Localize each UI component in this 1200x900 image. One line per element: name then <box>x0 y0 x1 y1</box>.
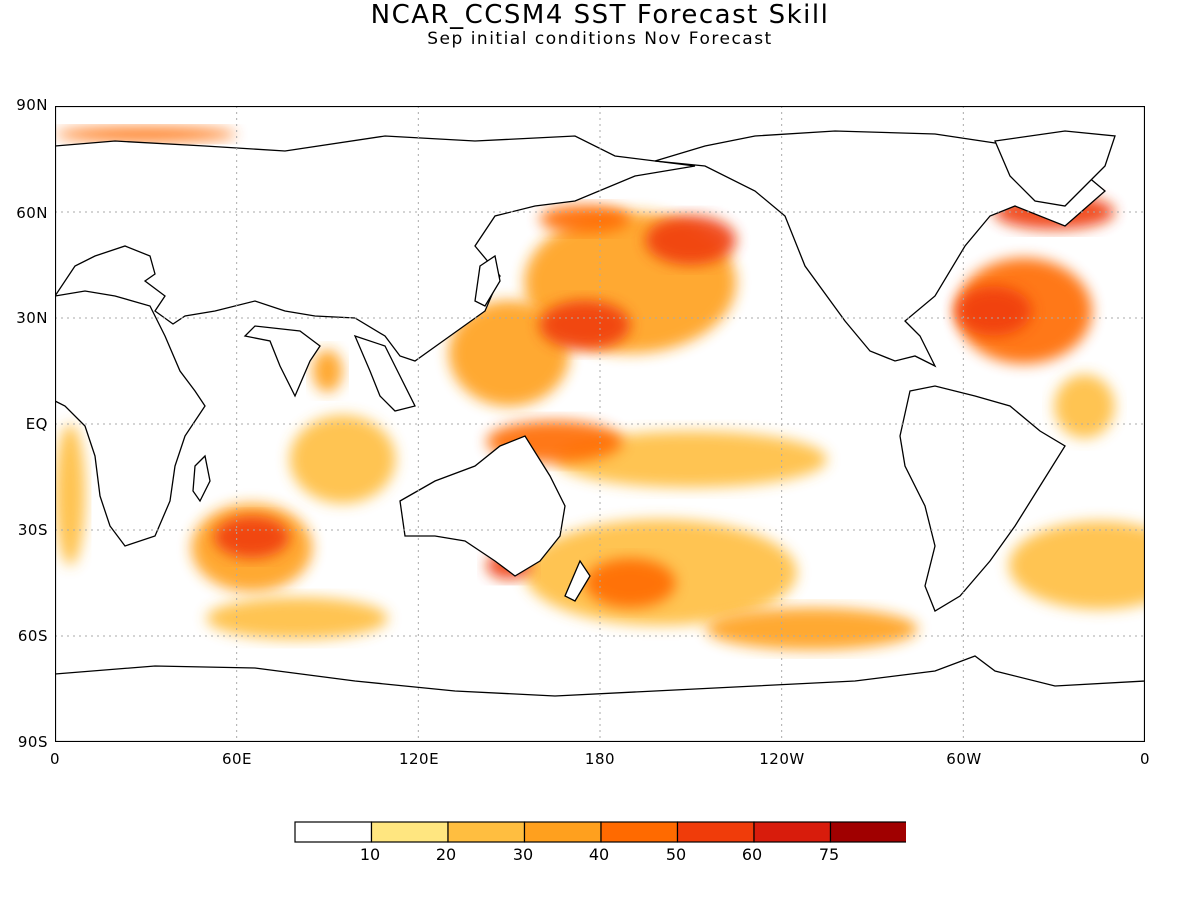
skill-region-gulf-alaska <box>645 215 737 265</box>
skill-region-north-pacific-core <box>539 300 631 350</box>
lon-label-0-right: 0 <box>1139 750 1151 768</box>
skill-region-west-pacific <box>448 300 570 407</box>
skill-region-north-atlantic-core <box>955 286 1032 336</box>
skill-region-bay-bengal <box>312 349 343 393</box>
sst-skill-map <box>55 106 1145 742</box>
map-title: NCAR_CCSM4 SST Forecast Skill <box>370 0 830 30</box>
skill-region-southern-ocean-indian <box>206 597 389 640</box>
skill-region-central-pacific-band <box>554 431 828 488</box>
lat-label-30s: 30S <box>17 521 48 539</box>
skill-region-indian-east <box>289 415 396 504</box>
africa-coastline <box>55 290 206 547</box>
antarctica-coastline <box>55 655 1145 742</box>
color-legend <box>294 821 906 843</box>
lon-label-60e: 60E <box>221 750 253 768</box>
legend-swatch <box>294 821 373 843</box>
lon-label-180: 180 <box>584 750 616 768</box>
lon-label-120w: 120W <box>759 750 805 768</box>
lon-label-120e: 120E <box>398 750 440 768</box>
skill-region-bering <box>539 204 631 234</box>
lat-label-90n: 90N <box>16 96 48 114</box>
skill-region-southern-ocean-pacific <box>705 607 918 651</box>
legend-tick-30: 30 <box>512 845 534 864</box>
coastline-layer <box>55 130 1145 742</box>
legend-swatch <box>829 821 906 843</box>
lat-label-60n: 60N <box>16 204 48 222</box>
skill-region-arctic-strip <box>55 127 237 142</box>
skill-region-tropical-atlantic <box>1054 374 1115 439</box>
legend-tick-20: 20 <box>435 845 457 864</box>
gridlines <box>55 106 1145 742</box>
legend-tick-75: 75 <box>818 845 840 864</box>
legend-swatch <box>753 821 832 843</box>
lat-label-30n: 30N <box>16 309 48 327</box>
map-subtitle: Sep initial conditions Nov Forecast <box>427 29 773 49</box>
map-border <box>55 106 1145 742</box>
new-zealand-coastline <box>564 559 591 602</box>
skill-region-south-atlantic <box>1008 521 1145 610</box>
south-america-coastline <box>899 385 1066 612</box>
legend-swatch <box>600 821 679 843</box>
skill-region-indian-south-core <box>213 515 290 559</box>
legend-swatch <box>676 821 755 843</box>
legend-tick-10: 10 <box>359 845 381 864</box>
skill-region-south-pacific-core <box>584 558 676 608</box>
skill-region-west-africa <box>55 424 86 566</box>
legend-tick-40: 40 <box>588 845 610 864</box>
legend-swatch <box>447 821 526 843</box>
australia-coastline <box>399 435 566 577</box>
southeast-asia-coastline <box>353 334 416 412</box>
north-america-coastline <box>654 130 1107 368</box>
lon-label-0-left: 0 <box>49 750 61 768</box>
legend-tick-50: 50 <box>665 845 687 864</box>
eurasia-africa-coastline <box>55 135 696 362</box>
legend-swatch <box>523 821 602 843</box>
legend-swatch <box>370 821 449 843</box>
madagascar-coastline <box>192 454 211 503</box>
greenland-coastline <box>994 130 1116 207</box>
lat-label-90s: 90S <box>17 733 48 751</box>
legend-tick-60: 60 <box>741 845 763 864</box>
lat-label-60s: 60S <box>17 627 48 645</box>
lat-label-eq: EQ <box>25 415 48 433</box>
japan-coastline <box>474 254 501 307</box>
india-coastline <box>243 325 321 398</box>
lon-label-60w: 60W <box>946 750 982 768</box>
